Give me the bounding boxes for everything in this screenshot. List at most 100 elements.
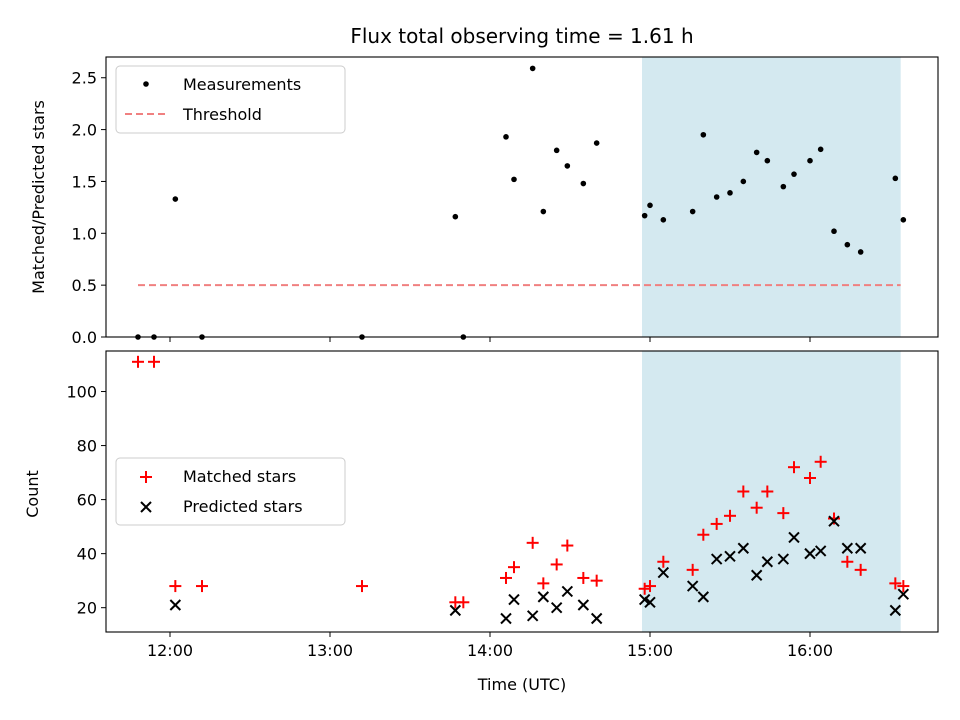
measurement-point bbox=[564, 163, 571, 169]
y-tick-label: 100 bbox=[66, 383, 97, 402]
matched-stars-point bbox=[777, 507, 790, 520]
top-legend-box bbox=[115, 65, 346, 134]
predicted-stars-point bbox=[804, 547, 816, 560]
y-tick-label: 20 bbox=[77, 599, 97, 618]
y-tick-label: 80 bbox=[77, 437, 97, 456]
matched-stars-point bbox=[761, 485, 774, 498]
bottom-axes-frame bbox=[105, 350, 939, 633]
bottom-x-ticks: 12:00 13:00 14:00 15:00 16:00 bbox=[147, 632, 833, 660]
measurement-point bbox=[540, 208, 547, 215]
y-tick-label: 40 bbox=[77, 545, 97, 564]
matched-stars-point bbox=[590, 574, 603, 587]
predicted-stars-point bbox=[686, 580, 699, 592]
measurement-point bbox=[172, 196, 179, 202]
matched-stars-point bbox=[697, 528, 710, 541]
matched-stars-point bbox=[148, 355, 160, 368]
y-tick-label: 1.0 bbox=[72, 224, 97, 243]
measurement-point bbox=[727, 190, 733, 196]
matched-stars-point bbox=[169, 580, 182, 593]
measurement-point bbox=[700, 131, 707, 138]
measurement-point bbox=[641, 212, 648, 219]
matched-stars-point bbox=[550, 558, 563, 571]
bottom-legend: Matched stars Predicted stars bbox=[115, 457, 346, 526]
predicted-stars-point bbox=[854, 542, 867, 554]
predicted-stars-point bbox=[500, 612, 512, 625]
measurement-point bbox=[817, 146, 824, 153]
matched-stars-point bbox=[537, 577, 550, 590]
predicted-stars-point bbox=[577, 599, 590, 611]
measurement-point bbox=[900, 217, 907, 223]
predicted-stars-point bbox=[550, 601, 563, 614]
measurement-point bbox=[831, 228, 837, 235]
matched-stars-point bbox=[788, 461, 800, 474]
legend-measurements-label: Measurements bbox=[183, 75, 301, 94]
y-tick-label: 2.5 bbox=[72, 69, 97, 88]
matched-stars-point bbox=[644, 580, 656, 593]
measurement-point bbox=[791, 171, 797, 177]
top-axes-frame bbox=[105, 56, 939, 338]
legend-matched-label: Matched stars bbox=[183, 467, 296, 486]
measurement-point bbox=[892, 175, 899, 182]
predicted-stars-point bbox=[449, 604, 462, 617]
matched-stars-point bbox=[710, 517, 723, 530]
measurement-point bbox=[647, 202, 653, 209]
measurement-point bbox=[593, 140, 600, 146]
measurement-point bbox=[857, 249, 864, 255]
matched-stars-point bbox=[724, 509, 736, 522]
predicted-stars-point bbox=[750, 569, 763, 581]
y-tick-label: 60 bbox=[77, 491, 97, 510]
legend-matched-marker bbox=[140, 471, 152, 483]
shaded-observing-window bbox=[642, 57, 901, 337]
x-tick-label: 12:00 bbox=[147, 641, 193, 660]
measurement-point bbox=[753, 149, 760, 156]
measurement-point bbox=[740, 178, 747, 185]
measurement-point bbox=[511, 176, 517, 183]
measurement-point bbox=[807, 157, 813, 164]
bottom-plot-marks bbox=[132, 355, 910, 625]
matched-stars-point bbox=[750, 501, 763, 514]
predicted-stars-point bbox=[777, 553, 790, 565]
top-panel: 0.0 0.5 1.0 1.5 2.0 2.5 Flux total observing … bbox=[29, 24, 939, 347]
measurement-point bbox=[713, 194, 720, 200]
matched-stars-point bbox=[500, 571, 512, 584]
legend-threshold-label: Threshold bbox=[182, 105, 262, 124]
x-axis-label: Time (UTC) bbox=[477, 675, 566, 694]
predicted-stars-point bbox=[508, 593, 520, 606]
y-tick-label: 2.0 bbox=[72, 121, 97, 140]
matched-stars-point bbox=[638, 582, 651, 595]
predicted-stars-point bbox=[590, 612, 603, 625]
matched-stars-point bbox=[132, 355, 144, 368]
predicted-stars-point bbox=[889, 604, 902, 617]
predicted-stars-point bbox=[737, 542, 750, 554]
legend-measurements-marker bbox=[143, 81, 149, 87]
matched-stars-point bbox=[657, 555, 670, 568]
measurement-point bbox=[503, 134, 509, 140]
predicted-stars-point bbox=[724, 550, 736, 563]
matched-stars-point bbox=[737, 485, 750, 498]
matched-stars-point bbox=[526, 536, 539, 549]
predicted-stars-point bbox=[657, 566, 670, 579]
predicted-stars-point bbox=[710, 553, 723, 565]
measurement-point bbox=[660, 217, 667, 223]
bottom-legend-box bbox=[115, 457, 346, 526]
legend-predicted-label: Predicted stars bbox=[183, 497, 303, 516]
matched-stars-point bbox=[686, 563, 699, 576]
measurement-point bbox=[780, 183, 787, 190]
matched-stars-point bbox=[897, 580, 910, 593]
x-tick-label: 16:00 bbox=[787, 641, 833, 660]
matched-stars-point bbox=[814, 455, 827, 468]
predicted-stars-point bbox=[897, 588, 910, 600]
measurement-point bbox=[844, 241, 851, 248]
matched-stars-point bbox=[508, 561, 520, 574]
y-tick-label: 0.5 bbox=[72, 276, 97, 295]
matched-stars-point bbox=[854, 563, 867, 576]
measurement-point bbox=[580, 180, 587, 187]
matched-stars-point bbox=[577, 571, 590, 584]
legend-predicted-marker bbox=[140, 501, 152, 513]
measurement-point bbox=[689, 208, 696, 215]
matched-stars-point bbox=[457, 596, 470, 609]
matched-stars-point bbox=[841, 555, 854, 568]
y-tick-label: 1.5 bbox=[72, 172, 97, 191]
predicted-stars-point bbox=[561, 585, 574, 598]
